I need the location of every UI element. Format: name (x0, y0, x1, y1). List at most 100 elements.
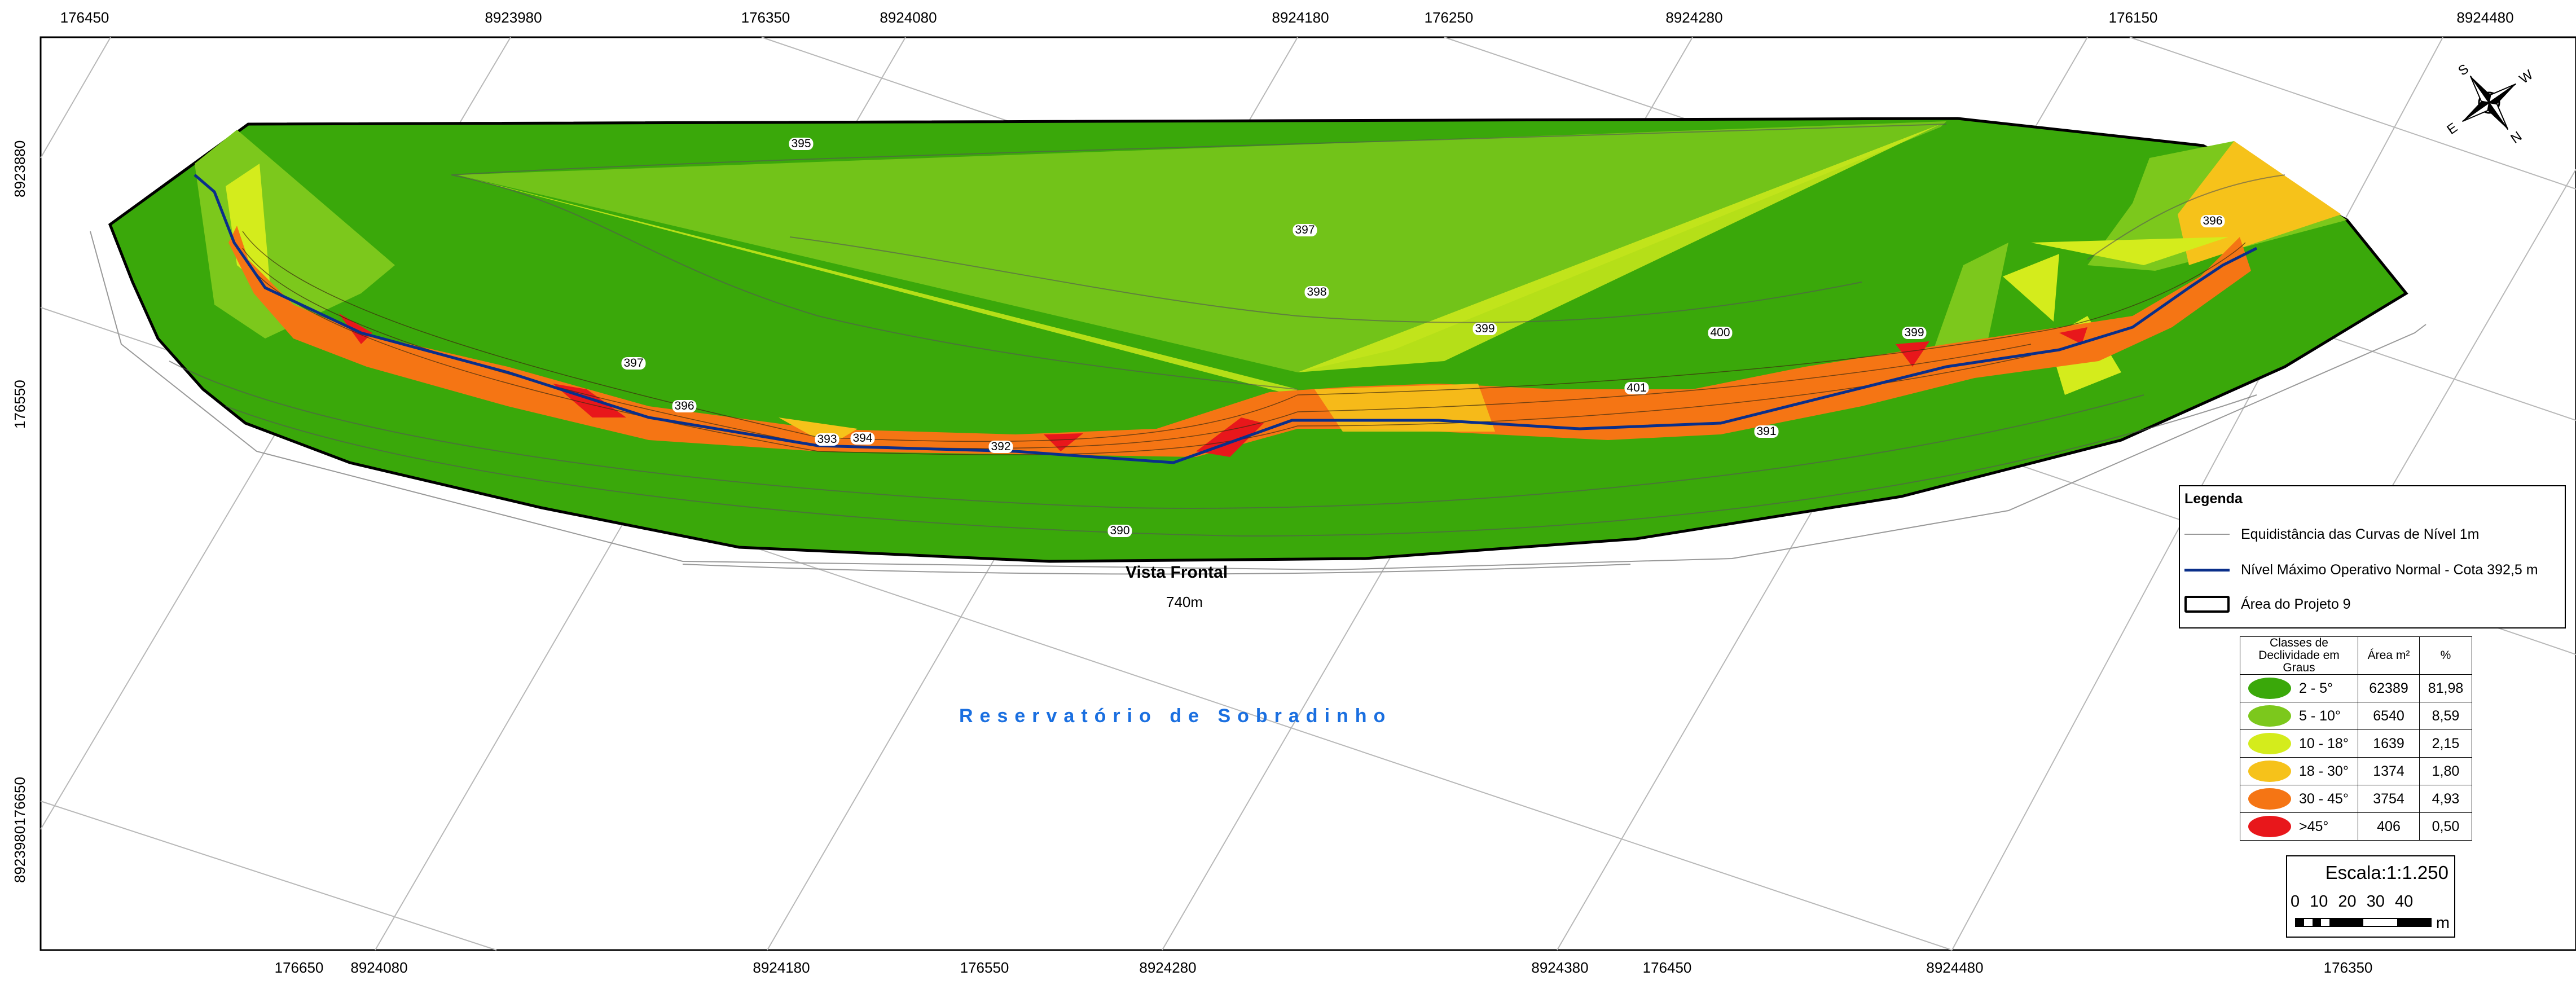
coord-label-top: 8924480 (2456, 9, 2514, 26)
slope-swatch-icon (2248, 705, 2291, 727)
outline-box-icon (2184, 596, 2230, 613)
table-row: 5 - 10° 6540 8,59 (2240, 702, 2472, 730)
slope-class-label: 10 - 18° (2299, 735, 2349, 751)
contour-label: 394 (850, 432, 875, 445)
percent-cell: 1,80 (2419, 757, 2472, 785)
slope-swatch-icon (2248, 761, 2291, 782)
coord-label-top: 176150 (2108, 9, 2158, 26)
slope-class-cell: 5 - 10° (2240, 702, 2358, 730)
scale-tick-label: 10 (2310, 893, 2328, 911)
map-frame (39, 36, 2576, 951)
coord-label-bottom: 176350 (2323, 959, 2373, 976)
view-label: Vista Frontal (1126, 563, 1228, 582)
coord-label-bottom: 8924280 (1139, 959, 1197, 976)
percent-cell: 0,50 (2419, 812, 2472, 841)
legend-label: Área do Projeto 9 (2241, 596, 2351, 612)
slope-swatch-icon (2248, 733, 2291, 754)
percent-cell: 2,15 (2419, 729, 2472, 758)
coord-label-top: 176350 (741, 9, 790, 26)
contour-lines (169, 124, 2285, 537)
table-row: >45° 406 0,50 (2240, 812, 2472, 841)
contour-label: 398 (1304, 286, 1329, 298)
header-area: Área m² (2358, 636, 2420, 675)
legend-title: Legenda (2184, 491, 2243, 507)
contour-label: 397 (621, 357, 646, 370)
contour-label: 393 (815, 433, 839, 446)
coord-label-bottom: 8924380 (1531, 959, 1589, 976)
coord-label-left: 176550 (11, 380, 28, 429)
slope-features (195, 121, 2347, 457)
scale-tick-label: 0 (2291, 893, 2300, 911)
contour-label: 396 (672, 400, 697, 412)
compass-e: E (2444, 120, 2460, 138)
coord-label-left: 8923980176650 (11, 777, 28, 883)
distance-label: 740m (1166, 594, 1203, 610)
coord-label-top: 8924280 (1665, 9, 1723, 26)
slope-class-cell: 10 - 18° (2240, 729, 2358, 758)
scale-bar: Escala:1:1.250 0 10 20 30 40 m (2286, 855, 2455, 938)
contour-label: 395 (789, 138, 814, 150)
coord-label-bottom: 8924480 (1926, 959, 1984, 976)
slope-swatch-icon (2248, 788, 2291, 810)
contour-label: 399 (1472, 323, 1497, 335)
area-cell: 406 (2358, 812, 2420, 841)
scale-tick-label: 30 (2366, 893, 2385, 911)
area-cell: 1374 (2358, 757, 2420, 785)
area-cell: 3754 (2358, 785, 2420, 813)
compass-s: S (2455, 61, 2472, 78)
area-cell: 1639 (2358, 729, 2420, 758)
area-cell: 6540 (2358, 702, 2420, 730)
slope-class-label: 18 - 30° (2299, 763, 2349, 779)
percent-cell: 81,98 (2419, 674, 2472, 702)
contour-label: 390 (1107, 525, 1132, 537)
coord-label-bottom: 176550 (960, 959, 1009, 976)
header-percent: % (2419, 636, 2472, 675)
coord-label-top: 8924180 (1272, 9, 1329, 26)
scale-unit: m (2436, 914, 2450, 932)
contour-label: 401 (1624, 382, 1649, 394)
contour-label: 400 (1708, 327, 1733, 339)
slope-class-cell: 30 - 45° (2240, 785, 2358, 813)
contour-label: 392 (988, 441, 1013, 453)
contour-label: 396 (2200, 215, 2225, 227)
coord-label-top: 176250 (1424, 9, 1474, 26)
table-row: 30 - 45° 3754 4,93 (2240, 785, 2472, 813)
coord-label-top: 8924080 (880, 9, 937, 26)
scale-title: Escala:1:1.250 (2325, 862, 2448, 883)
slope-swatch-icon (2248, 678, 2291, 699)
slope-swatch-icon (2248, 816, 2291, 837)
scale-graphic (2295, 918, 2432, 927)
legend-item-contours: Equidistância das Curvas de Nível 1m (2184, 526, 2479, 543)
coord-label-bottom: 8924180 (753, 959, 810, 976)
coord-label-bottom: 8924080 (350, 959, 408, 976)
scale-tick-label: 40 (2394, 893, 2414, 911)
legend-label: Equidistância das Curvas de Nível 1m (2241, 526, 2480, 542)
coord-label-bottom: 176650 (274, 959, 324, 976)
slope-class-label: 5 - 10° (2299, 707, 2341, 724)
gray-line-icon (2184, 526, 2230, 543)
contour-label: 399 (1902, 327, 1927, 339)
scale-ticks: 0 10 20 30 40 (2291, 893, 2423, 911)
table-row: 2 - 5° 62389 81,98 (2240, 674, 2472, 702)
legend-item-project-area: Área do Projeto 9 (2184, 596, 2351, 613)
coord-label-bottom: 176450 (1642, 959, 1692, 976)
slope-class-label: 30 - 45° (2299, 790, 2349, 807)
reservoir-label: Reservatório de Sobradinho (959, 705, 1392, 727)
slope-class-cell: 18 - 30° (2240, 757, 2358, 785)
slope-class-cell: 2 - 5° (2240, 674, 2358, 702)
legend-label: Nível Máximo Operativo Normal - Cota 392… (2241, 561, 2538, 578)
coord-label-top: 176450 (60, 9, 109, 26)
legend-item-water-level: Nível Máximo Operativo Normal - Cota 392… (2184, 561, 2538, 578)
slope-class-table: Classes de Declividade em Graus Área m² … (2240, 636, 2472, 841)
slope-class-cell: >45° (2240, 812, 2358, 841)
coord-label-left: 8923880 (11, 140, 28, 197)
compass-w: W (2517, 67, 2536, 87)
percent-cell: 8,59 (2419, 702, 2472, 730)
scale-tick-label: 20 (2338, 893, 2357, 911)
area-cell: 62389 (2358, 674, 2420, 702)
navy-line-icon (2184, 561, 2230, 578)
water-level-line (194, 174, 2258, 464)
legend-panel: Legenda Equidistância das Curvas de Níve… (2179, 485, 2566, 628)
coord-label-top: 8923980 (485, 9, 542, 26)
